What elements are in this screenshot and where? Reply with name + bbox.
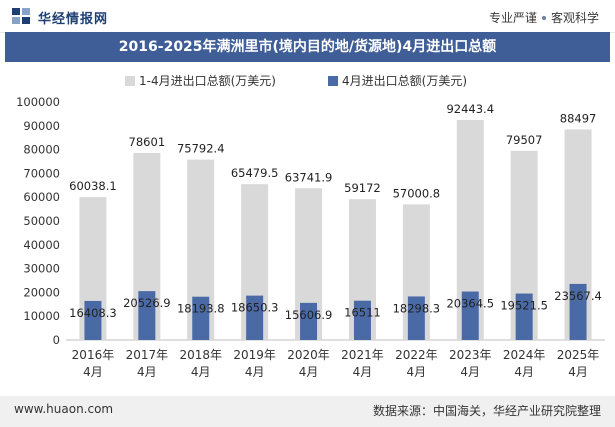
data-label-series-2: 20364.5 (446, 297, 494, 311)
x-tick-label-month: 4月 (407, 365, 427, 379)
data-label-series-1: 60038.1 (69, 179, 117, 193)
legend-label-series-2: 4月进出口总额(万美元) (342, 74, 467, 88)
data-label-series-2: 15606.9 (285, 308, 333, 322)
x-tick-label-month: 4月 (191, 365, 211, 379)
data-label-series-2: 20526.9 (123, 296, 171, 310)
data-label-series-1: 75792.4 (177, 142, 225, 156)
data-label-series-2: 18193.8 (177, 302, 225, 316)
brand-logo-icon (12, 8, 30, 24)
tagline-left: 专业严谨 (488, 11, 537, 25)
legend-swatch-series-2 (328, 76, 338, 86)
y-tick-label: 20000 (23, 285, 60, 299)
data-label-series-1: 78601 (129, 135, 166, 149)
separator-dot-icon (541, 16, 546, 20)
y-tick-label: 40000 (23, 238, 60, 252)
y-tick-label: 60000 (23, 190, 60, 204)
bar-series-2 (515, 293, 533, 340)
data-label-series-2: 18298.3 (393, 301, 441, 315)
legend-swatch-series-1 (125, 76, 135, 86)
data-label-series-1: 59172 (344, 181, 381, 195)
brand-bar: 华经情报网 专业严谨 客观科学 (0, 0, 615, 33)
y-tick-label: 50000 (23, 214, 60, 228)
data-label-series-1: 57000.8 (393, 186, 441, 200)
data-label-series-1: 79507 (506, 133, 543, 147)
y-tick-label: 0 (53, 333, 60, 347)
legend-label-series-1: 1-4月进出口总额(万美元) (139, 74, 276, 88)
bar-series-2 (407, 296, 425, 340)
y-tick-label: 10000 (23, 309, 60, 323)
y-tick-label: 70000 (23, 166, 60, 180)
bar-series-2 (300, 302, 318, 340)
x-tick-label-month: 4月 (568, 365, 588, 379)
bar-chart: 1-4月进出口总额(万美元) 4月进出口总额(万美元) 0 10000 20000 300… (16, 74, 605, 379)
title-bar: 2016-2025年满洲里市(境内目的地/货源地)4月进出口总额 (5, 32, 610, 62)
x-tick-label-year: 2018年 (179, 348, 222, 362)
y-tick-label: 100000 (16, 95, 60, 109)
bar-series-2 (192, 296, 210, 340)
x-tick-label-month: 4月 (460, 365, 480, 379)
bar-series-2 (461, 291, 479, 340)
x-tick-label-year: 2022年 (395, 348, 438, 362)
x-tick-label-month: 4月 (83, 365, 103, 379)
y-tick-label: 80000 (23, 143, 60, 157)
bar-series-2 (353, 300, 371, 340)
y-tick-label: 90000 (23, 119, 60, 133)
data-label-series-2: 16408.3 (69, 306, 117, 320)
x-tick-label-month: 4月 (137, 365, 157, 379)
x-tick-label-year: 2019年 (233, 348, 276, 362)
data-label-series-1: 65479.5 (231, 166, 279, 180)
bar-series-2 (569, 283, 587, 340)
x-tick-label-month: 4月 (299, 365, 319, 379)
brand-tagline: 专业严谨 客观科学 (489, 9, 599, 26)
bar-series-2 (246, 295, 264, 340)
x-tick-label-year: 2023年 (449, 348, 492, 362)
data-label-series-2: 16511 (344, 306, 381, 320)
data-label-series-1: 88497 (560, 111, 597, 125)
x-tick-label-month: 4月 (514, 365, 534, 379)
tagline-right: 客观科学 (550, 11, 599, 25)
footer-source: 数据来源：中国海关，华经产业研究院整理 (372, 404, 601, 418)
x-tick-label-month: 4月 (245, 365, 265, 379)
x-tick-label-year: 2020年 (287, 348, 330, 362)
footer-url[interactable]: www.huaon.com (14, 402, 114, 416)
data-label-series-1: 92443.4 (446, 102, 494, 116)
x-tick-label-year: 2024年 (503, 348, 546, 362)
data-label-series-2: 18650.3 (231, 301, 279, 315)
footer-bar: www.huaon.com 数据来源：中国海关，华经产业研究院整理 (0, 396, 615, 427)
data-label-series-2: 23567.4 (554, 289, 602, 303)
y-tick-label: 30000 (23, 262, 60, 276)
chart-area: 1-4月进出口总额(万美元) 4月进出口总额(万美元) 0 10000 20000 300… (5, 62, 610, 390)
x-tick-label-year: 2016年 (72, 348, 115, 362)
x-tick-label-month: 4月 (353, 365, 373, 379)
data-label-series-1: 63741.9 (285, 170, 333, 184)
x-tick-label-year: 2017年 (126, 348, 169, 362)
x-tick-label-year: 2025年 (557, 348, 600, 362)
bar-series-2 (84, 300, 102, 340)
brand-name: 华经情报网 (38, 12, 109, 27)
chart-title: 2016-2025年满洲里市(境内目的地/货源地)4月进出口总额 (118, 39, 497, 55)
bar-series-2 (138, 291, 156, 340)
x-tick-label-year: 2021年 (341, 348, 384, 362)
data-label-series-2: 19521.5 (500, 299, 548, 313)
